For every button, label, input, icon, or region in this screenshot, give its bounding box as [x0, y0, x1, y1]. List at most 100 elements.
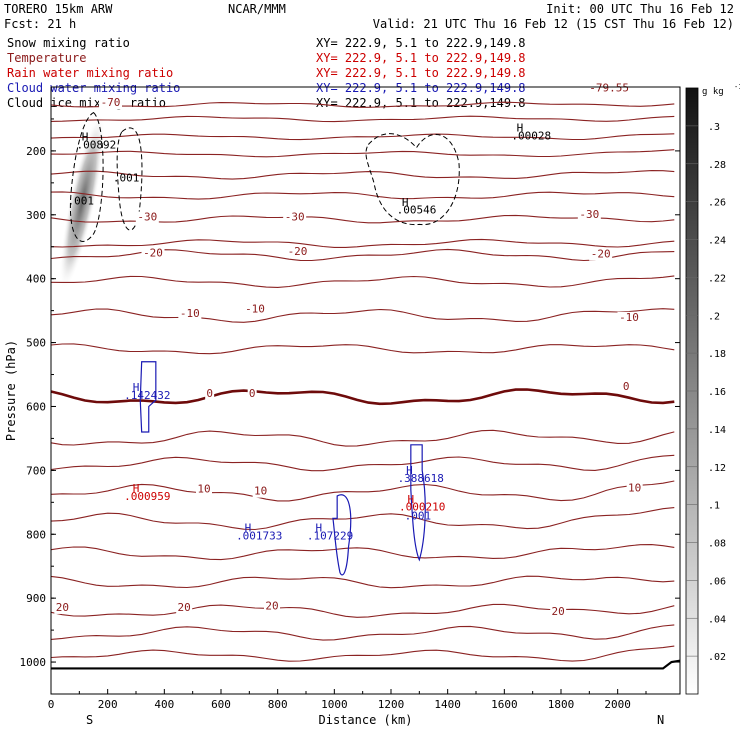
colorbar-tick-label: .28	[708, 160, 726, 171]
isotherm-label: -20	[591, 248, 611, 261]
legend-label: Cloud ice mixing ratio	[7, 96, 166, 110]
isotherm-label: 20	[178, 601, 191, 614]
y-tick-label: 400	[26, 273, 46, 286]
cloud-water-contour	[332, 494, 352, 576]
x-tick-label: 600	[211, 698, 231, 711]
legend-label: Rain water mixing ratio	[7, 66, 173, 80]
contour-label: .001	[68, 195, 95, 208]
maximum-value: .00892	[76, 138, 116, 151]
colorbar-unit: g kg	[702, 87, 724, 97]
isotherm-line	[50, 238, 675, 248]
isotherm-label: -10	[245, 303, 265, 316]
isotherm-label: -70	[101, 96, 121, 109]
x-tick-label: 1600	[491, 698, 518, 711]
isotherm-line	[50, 507, 675, 531]
maximum-marker: H	[406, 464, 413, 477]
isotherm-label: -79.55	[589, 81, 629, 94]
x-tick-label: 1400	[434, 698, 461, 711]
maximum-value: .000210	[399, 501, 445, 514]
isotherm-label-bg	[626, 482, 643, 495]
colorbar-tick-label: .06	[708, 576, 726, 587]
x-tick-label: 2000	[604, 698, 631, 711]
colorbar-tick-label: .04	[708, 614, 726, 625]
colorbar-unit-exponent: -1	[734, 83, 740, 91]
maximum-marker: H	[245, 522, 252, 535]
isotherm-label: 0	[623, 380, 630, 393]
isotherm-label-bg	[283, 211, 307, 224]
y-axis-title: Pressure (hPa)	[4, 340, 18, 441]
isotherm-label-bg	[99, 97, 122, 110]
isotherm-line	[50, 645, 675, 662]
isotherm-label: 10	[628, 481, 641, 494]
legend-xy: XY= 222.9, 5.1 to 222.9,149.8	[316, 36, 526, 50]
isotherm-label: 10	[197, 483, 210, 496]
x-tick-label: 1000	[321, 698, 348, 711]
isotherm-line	[50, 170, 675, 180]
isotherm-label: 20	[552, 605, 565, 618]
legend-xy: XY= 222.9, 5.1 to 222.9,149.8	[316, 66, 526, 80]
x-tick-label: 200	[98, 698, 118, 711]
y-tick-label: 300	[26, 209, 46, 222]
contour-label: .001	[405, 510, 432, 523]
colorbar-tick-label: .12	[708, 463, 726, 474]
isotherm-label-bg	[176, 601, 193, 614]
isotherm-label: 0	[249, 387, 256, 400]
colorbar-tick-label: .16	[708, 387, 726, 398]
maximum-value: .000959	[124, 490, 170, 503]
plot-frame	[50, 86, 681, 695]
maximum-value: .107229	[307, 529, 353, 542]
colorbar-tick-label: .22	[708, 273, 726, 284]
isotherm-label: -30	[137, 211, 157, 224]
maximum-marker: H	[133, 381, 140, 394]
maximum-value: .142432	[124, 389, 170, 402]
y-tick-label: 200	[26, 145, 46, 158]
isotherm-label-bg	[54, 601, 71, 614]
maximum-marker: H	[315, 522, 322, 535]
isotherm-line	[50, 101, 675, 108]
legend: Snow mixing ratio XY= 222.9, 5.1 to 222.9…	[7, 36, 526, 110]
isotherm-label: -30	[579, 208, 599, 221]
colorbar-tick-label: .2	[708, 311, 720, 322]
x-tick-label: 0	[48, 698, 55, 711]
legend-label: Snow mixing ratio	[7, 36, 130, 50]
isotherm-line	[50, 149, 675, 158]
isotherm-label-bg	[135, 211, 159, 224]
isotherm-label: -10	[180, 307, 200, 320]
x-axis-title: Distance (km)	[319, 713, 413, 727]
isotherm-line	[50, 191, 675, 200]
isotherm-label: -20	[143, 246, 163, 259]
y-tick-label: 700	[26, 464, 46, 477]
isotherm-label: 10	[254, 485, 267, 498]
y-tick-label: 1000	[20, 656, 47, 669]
legend-label: Cloud water mixing ratio	[7, 81, 180, 95]
isotherm-line	[50, 603, 675, 618]
isotherm-line	[50, 133, 675, 141]
legend-xy: XY= 222.9, 5.1 to 222.9,149.8	[316, 51, 526, 65]
isotherm-label-bg	[621, 380, 631, 393]
x-tick-label: 1200	[378, 698, 405, 711]
isotherm-line	[50, 429, 675, 447]
isotherm-label-bg	[577, 208, 601, 221]
header-center: NCAR/MMM	[228, 2, 286, 16]
isotherm-label: -30	[285, 211, 305, 224]
x-tick-label: 400	[154, 698, 174, 711]
isotherm-line	[50, 544, 675, 561]
colorbar-tick-label: .1	[708, 501, 720, 512]
cloud-ice-contour	[365, 133, 460, 226]
header-valid: Valid: 21 UTC Thu 16 Feb 12 (15 CST Thu …	[373, 17, 734, 31]
isotherm-line	[50, 308, 675, 323]
colorbar-tick-label: .18	[708, 349, 726, 360]
y-tick-label: 500	[26, 337, 46, 350]
isotherm-label-bg	[587, 82, 632, 95]
colorbar-tick-label: .24	[708, 236, 726, 247]
header-model: TORERO 15km ARW	[4, 2, 113, 16]
isotherm-label-bg	[589, 248, 613, 261]
cloud-ice-contour	[69, 111, 104, 242]
north-label: N	[657, 713, 664, 727]
maximum-marker: H	[133, 482, 140, 495]
y-tick-label: 800	[26, 528, 46, 541]
isotherm-label-bg	[205, 387, 215, 400]
colorbar-tick-label: .02	[708, 652, 726, 663]
isotherm-label: -20	[288, 245, 308, 258]
